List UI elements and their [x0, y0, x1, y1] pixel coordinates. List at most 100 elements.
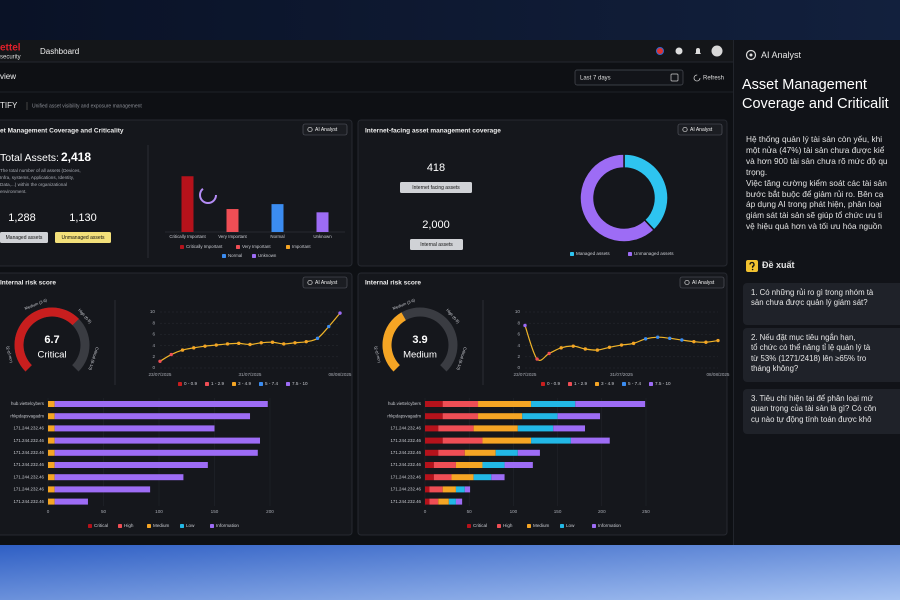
trend-point	[214, 343, 218, 347]
stat-badge	[0, 232, 48, 243]
bar-segment	[54, 486, 151, 493]
button-icon	[307, 126, 313, 133]
y-tick-label: 4	[517, 343, 520, 348]
language-icon[interactable]	[656, 47, 664, 55]
suggestion-line: 1. Có những rủi ro gì trong nhóm tà	[751, 288, 874, 297]
x-tick-label: Critically Important	[169, 234, 206, 239]
panel-title: et Management Coverage and Criticality	[0, 128, 124, 135]
legend-label: 0 - 0.9	[184, 381, 197, 386]
bar-segment	[455, 462, 483, 468]
legend-label: Medium	[533, 523, 550, 528]
date-picker[interactable]	[574, 69, 684, 86]
legend-swatch	[180, 245, 184, 249]
suggest-icon	[746, 260, 758, 272]
legend-label: Information	[216, 523, 239, 528]
bar-segment	[54, 401, 268, 407]
x-tick-label: 08/08/2025	[707, 372, 730, 377]
bar-segment	[557, 413, 601, 420]
gauge-segment-label: Low (0-3)	[373, 345, 382, 363]
y-tick-label: 2	[152, 354, 155, 359]
legend-swatch	[236, 245, 240, 249]
legend-swatch	[467, 524, 471, 528]
trend-point	[535, 357, 539, 361]
legend-swatch	[232, 382, 236, 386]
button-label: AI Analyst	[315, 280, 338, 286]
ai-analyst-button[interactable]	[302, 276, 348, 289]
trend-point	[668, 336, 672, 341]
bar	[181, 176, 194, 232]
bar-segment	[48, 401, 55, 407]
bar-segment	[455, 486, 465, 493]
bar-segment	[473, 474, 492, 481]
suggestion[interactable]: 2. Nếu đặt mục tiêu ngắn hạn, tổ chức có …	[743, 328, 900, 382]
suggestion-line: cụ nào tự động tính toán được khô	[751, 414, 872, 424]
panel-title: Asset Management Coverage and Criticalit	[742, 76, 889, 114]
legend-swatch	[541, 382, 545, 386]
top-bar	[0, 40, 733, 62]
ai-analyst-button[interactable]	[677, 123, 723, 136]
bar-segment	[429, 486, 443, 493]
bar-segment	[504, 462, 533, 468]
avatar[interactable]	[711, 45, 723, 57]
suggestion[interactable]: 1. Có những rủi ro gì trong nhóm tà sản c…	[743, 283, 900, 325]
nav-title[interactable]: Dashboard	[40, 47, 79, 56]
legend-label: Normal	[228, 253, 242, 258]
refresh-icon[interactable]	[693, 74, 701, 82]
refresh-button[interactable]: Refresh	[703, 76, 724, 82]
ai-analyst-button[interactable]	[679, 276, 725, 289]
bar-segment	[531, 437, 571, 444]
y-tick-label: 171.244.232.46	[13, 462, 44, 467]
title-line: Coverage and Criticalit	[742, 96, 889, 112]
bar-segment	[478, 401, 532, 407]
bar-segment	[464, 486, 471, 493]
trend-point	[607, 345, 612, 349]
bar-segment	[425, 474, 434, 481]
suggestion[interactable]: 3. Tiêu chí hiện tại để phân loại mứ quan…	[743, 389, 900, 434]
button-label: AI Analyst	[692, 280, 715, 286]
bar-segment	[433, 474, 452, 481]
panel	[0, 119, 353, 267]
description: environment.	[0, 189, 27, 194]
title-line: Asset Management	[742, 77, 867, 93]
y-tick-label: 171.244.232.46	[390, 450, 421, 455]
suggestion-line: 2. Nếu đặt mục tiêu ngắn hạn,	[751, 333, 856, 342]
bell-icon[interactable]	[695, 48, 701, 54]
x-tick-label: 200	[598, 509, 606, 514]
panel-title: Internet-facing asset management coverag…	[365, 128, 501, 135]
bar-segment	[442, 401, 479, 407]
y-tick-label: 171.244.232.46	[390, 462, 421, 467]
bar-segment	[451, 474, 474, 481]
bar-segment	[478, 413, 523, 420]
trend-point	[716, 338, 720, 343]
ai-analyst-button[interactable]	[302, 123, 348, 136]
legend-swatch	[286, 382, 290, 386]
legend-swatch	[592, 524, 596, 528]
stat-value: 1,288	[8, 212, 36, 224]
bar-segment	[438, 449, 465, 456]
suggestion-line: tháng không?	[751, 364, 799, 374]
info-icon[interactable]	[675, 47, 683, 55]
trend-point	[631, 341, 636, 346]
calendar-icon	[670, 73, 679, 82]
bar-segment	[54, 474, 184, 481]
bar-segment	[570, 437, 610, 444]
gauge-status: Critical	[37, 350, 66, 361]
bar-segment	[425, 425, 439, 432]
legend-label: Low	[566, 523, 575, 528]
suggestion-line: quan trọng của tài sản là gì? Có côn	[751, 404, 877, 414]
trend-point	[192, 346, 196, 350]
trend-point	[583, 347, 588, 351]
button-label: AI Analyst	[690, 127, 713, 133]
bar-segment	[48, 437, 55, 444]
y-tick-label: 171.244.232.46	[13, 450, 44, 455]
y-tick-label: 171.244.232.46	[390, 499, 421, 504]
bar-segment	[473, 425, 518, 432]
x-tick-label: 0	[47, 509, 50, 514]
suggestion-line: từ 53% (1271/2418) lên ≥65% tro	[751, 353, 867, 363]
stat-label: Internet facing assets	[412, 185, 460, 191]
section-name: TIFY	[0, 101, 18, 110]
legend-swatch	[180, 524, 184, 528]
bar-segment	[438, 425, 474, 432]
trend-point	[338, 311, 342, 315]
panel-title: Internal risk score	[0, 280, 56, 287]
